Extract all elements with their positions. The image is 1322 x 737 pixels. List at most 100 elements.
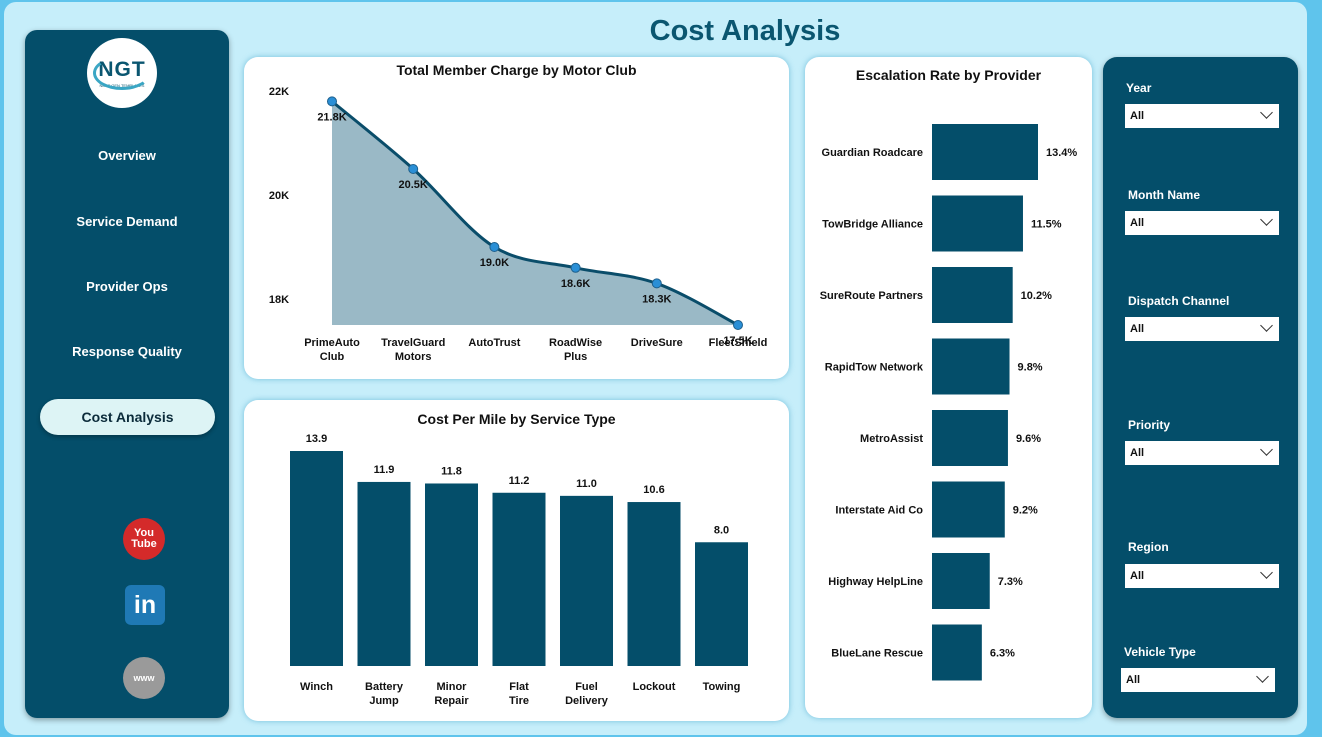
x-tick-label: PrimeAuto [304, 337, 360, 349]
data-label: 9.8% [1018, 362, 1043, 374]
series-line [331, 100, 739, 327]
left-nav-panel: NGT NEXT GEN TEMPLATES Overview Service … [25, 30, 229, 718]
data-label: 20.5K [399, 179, 428, 191]
data-label: 13.9 [306, 433, 327, 445]
nav-overview[interactable]: Overview [98, 148, 156, 163]
data-point [408, 164, 419, 174]
filter-vehicle-select[interactable]: All [1121, 668, 1275, 692]
bar [932, 481, 1005, 538]
x-tick-label: DriveSure [631, 337, 683, 349]
x-tick-label: Minor [437, 681, 468, 693]
escalation-card: Escalation Rate by Provider Guardian Roa… [805, 57, 1092, 718]
y-tick-label: 18K [269, 294, 289, 306]
bar [932, 124, 1038, 180]
data-label: 10.6 [643, 484, 664, 496]
bar [932, 553, 990, 609]
filter-priority-value: All [1130, 447, 1145, 459]
website-globe-icon[interactable]: www [123, 657, 165, 699]
cost-per-mile-card: Cost Per Mile by Service Type 13.9 Winch 1… [244, 400, 789, 721]
data-label: 8.0 [714, 524, 729, 536]
filter-dispatch-label: Dispatch Channel [1128, 294, 1230, 308]
data-label: 17.5K [723, 335, 752, 347]
data-label: 18.6K [561, 278, 590, 290]
x-tick-label: Motors [395, 351, 432, 363]
filter-dispatch-value: All [1130, 323, 1145, 335]
filter-vehicle-value: All [1126, 674, 1141, 686]
filter-dispatch-select[interactable]: All [1125, 317, 1279, 341]
data-label: 6.3% [990, 648, 1015, 660]
y-tick-label: Guardian Roadcare [822, 147, 923, 159]
y-tick-label: 22K [269, 86, 289, 98]
y-tick-label: RapidTow Network [825, 362, 924, 374]
member-charge-title: Total Member Charge by Motor Club [396, 62, 637, 78]
page-title: Cost Analysis [649, 15, 841, 47]
filter-vehicle-label: Vehicle Type [1124, 645, 1196, 659]
x-tick-label: Towing [703, 681, 741, 693]
data-label: 11.9 [374, 464, 395, 476]
x-tick-label: Club [320, 351, 345, 363]
x-tick-label: TravelGuard [381, 337, 445, 349]
filter-region-select[interactable]: All [1125, 564, 1279, 588]
chevron-down-icon [1256, 670, 1269, 683]
chevron-down-icon [1260, 213, 1273, 226]
y-tick-label: Highway HelpLine [828, 576, 923, 588]
bar [932, 624, 982, 681]
filter-panel: Year All Month Name All Dispatch Channel… [1103, 57, 1298, 718]
cost-per-mile-chart: 13.9 Winch 11.9 Battery Jump 11.8 Minor Repair 1… [290, 433, 748, 707]
bar [492, 492, 546, 666]
nav-service-demand[interactable]: Service Demand [76, 214, 178, 229]
nav-response-quality[interactable]: Response Quality [72, 344, 182, 359]
bar [425, 483, 478, 666]
bar [290, 451, 343, 666]
data-label: 7.3% [998, 576, 1023, 588]
filter-year-select[interactable]: All [1125, 104, 1279, 128]
data-label: 10.2% [1021, 290, 1052, 302]
x-tick-label: Repair [434, 695, 469, 707]
bar [932, 267, 1013, 323]
data-point [327, 96, 337, 107]
data-label: 9.2% [1013, 505, 1038, 517]
data-point [489, 242, 500, 252]
filter-month-select[interactable]: All [1125, 211, 1279, 235]
x-tick-label: Lockout [633, 681, 676, 693]
youtube-icon-top: You [134, 527, 154, 539]
bar [932, 338, 1010, 395]
nav-provider-ops[interactable]: Provider Ops [86, 279, 168, 294]
chevron-down-icon [1260, 443, 1273, 456]
filter-region-label: Region [1128, 540, 1169, 554]
cost-per-mile-title: Cost Per Mile by Service Type [417, 411, 616, 427]
data-label: 21.8K [317, 111, 346, 123]
x-tick-label: Battery [365, 681, 404, 693]
y-tick-label: TowBridge Alliance [822, 219, 923, 231]
x-tick-label: Flat [509, 681, 529, 693]
bar [627, 502, 681, 666]
x-tick-label: Jump [369, 695, 399, 707]
chevron-down-icon [1260, 566, 1273, 579]
ngt-logo[interactable]: NGT NEXT GEN TEMPLATES [87, 38, 157, 108]
filter-priority-select[interactable]: All [1125, 441, 1279, 465]
y-tick-label: BlueLane Rescue [831, 648, 923, 660]
data-label: 11.0 [576, 478, 597, 490]
x-tick-label: Fuel [575, 681, 598, 693]
x-tick-label: Winch [300, 681, 333, 693]
chevron-down-icon [1260, 319, 1273, 332]
youtube-icon[interactable]: You Tube [123, 518, 165, 560]
y-tick-label: MetroAssist [860, 433, 923, 445]
logo-swoosh-icon [93, 56, 151, 90]
nav-cost-analysis[interactable]: Cost Analysis [40, 399, 215, 435]
data-label: 13.4% [1046, 147, 1077, 159]
bar [932, 195, 1023, 252]
x-tick-label: Delivery [565, 695, 609, 707]
escalation-title: Escalation Rate by Provider [855, 67, 1042, 83]
data-label: 11.8 [441, 465, 462, 477]
chevron-down-icon [1260, 106, 1273, 119]
x-tick-label: RoadWise [549, 337, 602, 349]
x-tick-label: Tire [509, 695, 529, 707]
filter-year-label: Year [1126, 81, 1152, 95]
filter-region-value: All [1130, 570, 1145, 582]
youtube-icon-bottom: Tube [131, 538, 157, 550]
x-tick-label: Plus [564, 351, 587, 363]
data-point [733, 320, 743, 330]
member-charge-card: Total Member Charge by Motor Club 18K 20K… [244, 57, 789, 379]
linkedin-icon[interactable]: in [125, 585, 165, 625]
